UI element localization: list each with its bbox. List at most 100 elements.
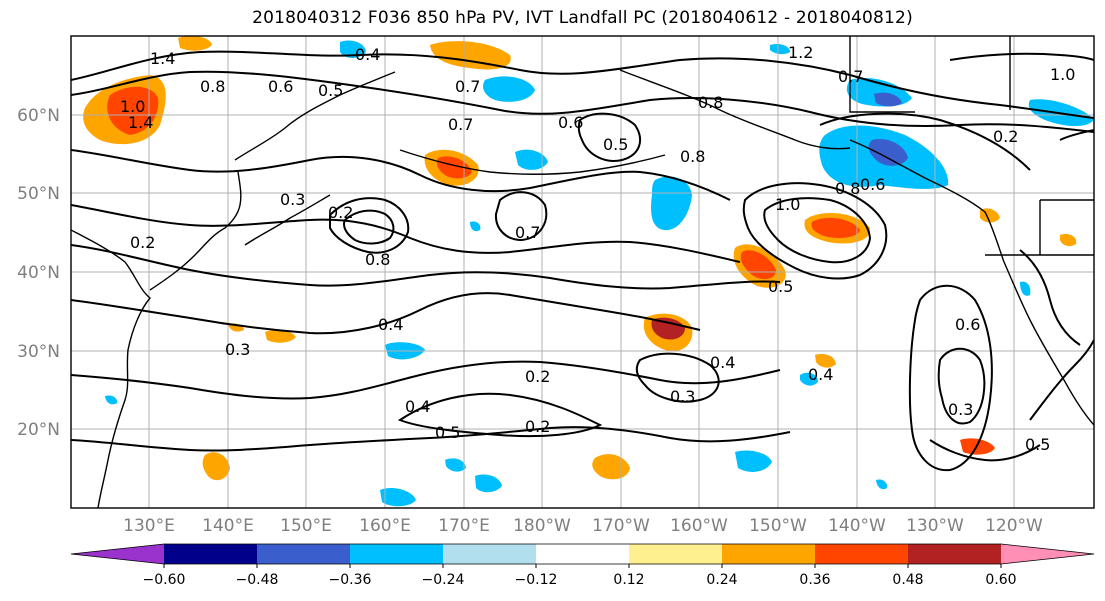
colorbar-segment: [350, 544, 444, 564]
contour-label: 0.4: [405, 397, 430, 416]
graticule: [71, 36, 1094, 508]
contour-label: 0.8: [365, 250, 390, 269]
positive-anomaly-patch: [815, 354, 836, 368]
contour-label: 0.3: [225, 340, 250, 359]
positive-anomaly-core: [107, 86, 159, 135]
negative-anomaly-patch: [515, 149, 548, 170]
colorbar-tick-label: 0.48: [892, 572, 923, 588]
lat-label: 30°N: [17, 342, 60, 362]
contour-label: 0.6: [955, 315, 980, 334]
positive-anomaly-patch: [265, 329, 296, 343]
contour-labels: 1.4 1.4 1.2 0.8 0.6 0.5 0.4 0.7 0.7 0.6 …: [120, 43, 1075, 454]
lat-label: 50°N: [17, 184, 60, 204]
contour-label: 1.4: [128, 113, 153, 132]
contour-label: 0.2: [993, 127, 1018, 146]
negative-anomaly-patch: [735, 450, 772, 472]
colorbar-tick-label: −0.60: [143, 572, 186, 588]
contour-label: 0.3: [280, 190, 305, 209]
colorbar-tick-label: 0.24: [706, 572, 737, 588]
lon-label: 160°W: [670, 516, 728, 536]
lon-label: 150°W: [749, 516, 807, 536]
lon-label: 150°E: [280, 516, 332, 536]
contour-line: [71, 50, 1094, 119]
colorbar-segment: [815, 544, 909, 564]
colorbar: −0.60 −0.48 −0.36 −0.24 −0.12 0.12 0.24 0.36 0.4…: [70, 543, 1095, 588]
lat-label: 60°N: [17, 106, 60, 126]
negative-anomaly-patch: [483, 76, 535, 102]
contour-label: 0.6: [268, 77, 293, 96]
lon-label: 170°W: [592, 516, 650, 536]
contour-line: [742, 182, 888, 280]
contour-line: [635, 352, 720, 403]
colorbar-segment: [257, 544, 351, 564]
colorbar-extend-max: [1001, 544, 1094, 564]
colorbar-tick-label: −0.12: [515, 572, 558, 588]
japan-coastline: [149, 171, 242, 291]
negative-anomaly-patch: [651, 176, 692, 231]
negative-anomaly-patch: [876, 479, 888, 490]
colorbar-tick-label: −0.36: [329, 572, 372, 588]
contour-label: 0.3: [948, 400, 973, 419]
lon-label: 140°E: [202, 516, 254, 536]
lat-label: 40°N: [17, 263, 60, 283]
colorbar-tick-label: 0.36: [799, 572, 830, 588]
contour-line: [763, 197, 872, 264]
colorbar-segment: [908, 544, 1002, 564]
contour-label: 0.6: [558, 113, 583, 132]
lon-label: 170°E: [438, 516, 490, 536]
contour-label: 0.2: [525, 417, 550, 436]
contour-label: 0.7: [838, 67, 863, 86]
contour-label: 0.5: [1025, 435, 1050, 454]
contour-label: 0.8: [200, 77, 225, 96]
negative-anomaly-patch: [105, 395, 118, 405]
contour-line: [343, 209, 395, 245]
contour-label: 0.5: [603, 135, 628, 154]
contour-label: 1.0: [1050, 65, 1075, 84]
lon-label: 140°W: [828, 516, 886, 536]
contour-label: 0.3: [670, 387, 695, 406]
negative-anomaly-patch: [380, 488, 416, 507]
contour-label: 0.8: [835, 179, 860, 198]
contour-line: [397, 392, 603, 438]
contour-label: 0.2: [525, 367, 550, 386]
coastlines: [71, 36, 1094, 508]
contour-label: 0.4: [355, 45, 380, 64]
positive-anomaly-core: [651, 317, 685, 340]
contour-line: [577, 112, 642, 162]
colorbar-segment: [536, 544, 630, 564]
contour-label: 0.5: [435, 423, 460, 442]
contour-line: [937, 347, 986, 425]
province-border: [849, 36, 1094, 256]
map-title: 2018040312 F036 850 hPa PV, IVT Landfall…: [252, 8, 913, 28]
negative-anomaly-patch: [445, 458, 466, 472]
contour-line: [1029, 339, 1094, 421]
colorbar-segment: [164, 544, 258, 564]
colorbar-tick-label: −0.24: [422, 572, 465, 588]
positive-anomaly-patch: [430, 41, 511, 70]
colorbar-segment: [629, 544, 723, 564]
lon-label: 130°E: [123, 516, 175, 536]
contour-line: [71, 204, 741, 263]
contour-label: 0.7: [448, 115, 473, 134]
contour-line: [819, 112, 1031, 171]
colorbar-tick-label: 0.60: [985, 572, 1016, 588]
contour-line: [949, 52, 1094, 61]
contour-label: 0.7: [515, 223, 540, 242]
contour-label: 0.8: [680, 147, 705, 166]
contour-label: 0.5: [318, 81, 343, 100]
contour-line: [929, 439, 1041, 462]
colorbar-segment: [443, 544, 537, 564]
kuril-islands: [244, 194, 331, 246]
contour-line: [1019, 249, 1081, 346]
negative-anomaly-patch: [1060, 234, 1077, 247]
aleutian-islands: [399, 149, 666, 175]
positive-anomaly-patch: [202, 452, 230, 481]
lon-label: 130°W: [906, 516, 964, 536]
kamchatka-coastline: [234, 71, 396, 161]
colorbar-extend-min: [71, 544, 164, 564]
contour-label: 0.4: [378, 315, 403, 334]
asia-coastline: [71, 229, 151, 508]
contour-label: 0.5: [768, 277, 793, 296]
contour-line: [71, 360, 781, 400]
negative-anomaly-patch: [800, 372, 818, 386]
